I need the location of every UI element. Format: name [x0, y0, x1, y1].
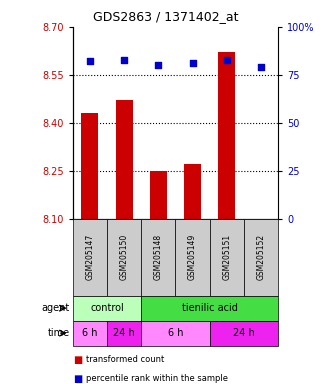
Bar — [218, 53, 235, 219]
Text: 24 h: 24 h — [113, 328, 135, 338]
Text: transformed count: transformed count — [86, 355, 164, 364]
Text: agent: agent — [41, 303, 70, 313]
Text: GSM205151: GSM205151 — [222, 234, 231, 280]
Point — [224, 56, 229, 63]
Point — [87, 58, 93, 65]
Text: time: time — [47, 328, 70, 338]
Text: 6 h: 6 h — [82, 328, 98, 338]
Text: percentile rank within the sample: percentile rank within the sample — [86, 374, 228, 383]
Text: ■: ■ — [73, 355, 82, 365]
Bar — [184, 164, 201, 219]
Text: GSM205147: GSM205147 — [85, 234, 94, 280]
Text: GDS2863 / 1371402_at: GDS2863 / 1371402_at — [93, 10, 238, 23]
Text: GSM205148: GSM205148 — [154, 234, 163, 280]
Text: tienilic acid: tienilic acid — [182, 303, 238, 313]
Bar — [150, 171, 167, 219]
Text: control: control — [90, 303, 124, 313]
Text: 24 h: 24 h — [233, 328, 255, 338]
Point — [258, 64, 263, 70]
Point — [190, 60, 195, 66]
Point — [121, 56, 127, 63]
Bar — [116, 101, 133, 219]
Text: GSM205150: GSM205150 — [119, 234, 129, 280]
Point — [156, 62, 161, 68]
Text: GSM205149: GSM205149 — [188, 234, 197, 280]
Text: ■: ■ — [73, 374, 82, 384]
Bar — [81, 113, 99, 219]
Text: 6 h: 6 h — [168, 328, 183, 338]
Text: GSM205152: GSM205152 — [257, 234, 265, 280]
